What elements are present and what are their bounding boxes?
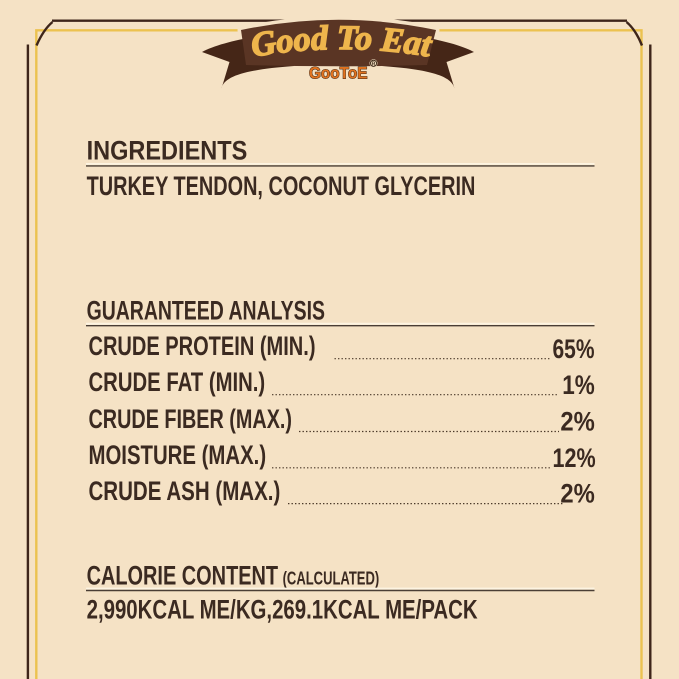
svg-text:INGREDIENTS: INGREDIENTS: [87, 135, 248, 166]
svg-text:2,990KCAL ME/KG,269.1KCAL ME/P: 2,990KCAL ME/KG,269.1KCAL ME/PACK: [87, 594, 478, 625]
svg-text:CRUDE PROTEIN (MIN.): CRUDE PROTEIN (MIN.): [89, 330, 316, 361]
svg-text:GUARANTEED ANALYSIS: GUARANTEED ANALYSIS: [87, 295, 325, 326]
svg-text:(CALCULATED): (CALCULATED): [283, 567, 380, 588]
svg-text:CRUDE FIBER (MAX.): CRUDE FIBER (MAX.): [89, 403, 293, 434]
svg-text:MOISTURE (MAX.): MOISTURE (MAX.): [89, 439, 267, 470]
svg-text:65%: 65%: [553, 333, 595, 364]
svg-text:CALORIE CONTENT: CALORIE CONTENT: [87, 559, 279, 590]
svg-text:2%: 2%: [560, 406, 594, 437]
svg-text:TURKEY TENDON, COCONUT GLYCERI: TURKEY TENDON, COCONUT GLYCERIN: [87, 170, 476, 201]
svg-text:1%: 1%: [562, 369, 595, 400]
svg-text:GooToE: GooToE: [309, 64, 368, 83]
svg-text:CRUDE ASH (MAX.): CRUDE ASH (MAX.): [89, 475, 281, 506]
svg-text:12%: 12%: [553, 442, 596, 473]
svg-text:2%: 2%: [560, 478, 594, 509]
svg-text:CRUDE FAT (MIN.): CRUDE FAT (MIN.): [89, 366, 266, 397]
svg-text:R: R: [372, 62, 376, 68]
